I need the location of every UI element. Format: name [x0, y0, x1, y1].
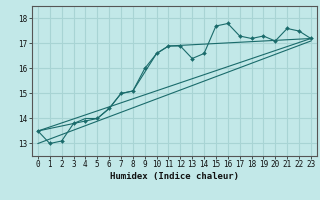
X-axis label: Humidex (Indice chaleur): Humidex (Indice chaleur) — [110, 172, 239, 181]
